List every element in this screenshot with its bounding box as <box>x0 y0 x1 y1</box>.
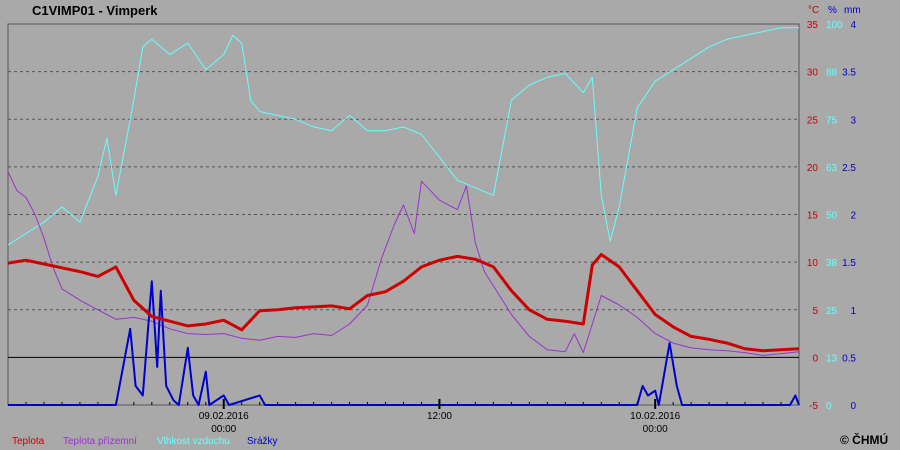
legend-item-humidity: Vlhkost vzduchu <box>157 436 230 447</box>
humidity-tick-label: 25 <box>826 306 838 317</box>
temp-tick-label: 5 <box>812 306 818 317</box>
humidity-tick-label: 38 <box>826 258 838 269</box>
series-line-humidity <box>7 27 799 246</box>
temp-tick-label: 0 <box>812 353 818 364</box>
legend-item-ground-temp: Teplota přízemní <box>63 436 137 447</box>
x-tick-label-time: 00:00 <box>643 424 668 435</box>
series-line-ground-temp <box>7 171 800 356</box>
chart-title: C1VIMP01 - Vimperk <box>32 3 158 18</box>
humidity-tick-label: 75 <box>826 115 838 126</box>
humidity-tick-label: 50 <box>826 211 838 222</box>
x-tick-label: 12:00 <box>427 411 452 422</box>
humidity-tick-label: 88 <box>826 68 838 79</box>
precip-unit-label: mm <box>844 5 861 16</box>
precip-tick-label: 2.5 <box>842 163 856 174</box>
series-line-temp <box>7 253 800 353</box>
precip-tick-label: 3 <box>850 115 856 126</box>
precip-tick-label: 4 <box>850 20 856 31</box>
x-tick-label: 10.02.2016 <box>630 411 680 422</box>
temp-axis: -5 0 5 10 15 20 25 30 35 <box>807 20 819 412</box>
humidity-axis: 0 13 25 38 50 63 75 88 100 <box>826 20 843 412</box>
series-group <box>7 27 800 406</box>
precip-tick-label: 0.5 <box>842 353 856 364</box>
temp-tick-label: 35 <box>807 20 819 31</box>
copyright-label: © ČHMÚ <box>840 432 888 447</box>
precip-tick-label: 1 <box>850 306 856 317</box>
precip-tick-label: 0 <box>850 401 856 412</box>
legend-item-temp: Teplota <box>12 436 45 447</box>
x-tick-label-time: 00:00 <box>211 424 236 435</box>
humidity-tick-label: 13 <box>826 353 838 364</box>
x-axis: 09.02.2016 00:00 12:00 10.02.2016 00:00 <box>25 399 782 435</box>
temp-tick-label: 20 <box>807 163 819 174</box>
temp-tick-label: -5 <box>809 401 818 412</box>
temp-unit-label: °C <box>808 5 819 16</box>
humidity-tick-label: 100 <box>826 20 843 31</box>
humidity-tick-label: 63 <box>826 163 838 174</box>
temp-tick-label: 25 <box>807 115 819 126</box>
temp-tick-label: 10 <box>807 258 819 269</box>
temp-tick-label: 15 <box>807 211 819 222</box>
series-line-precip <box>8 280 800 406</box>
temp-tick-label: 30 <box>807 68 819 79</box>
precip-axis: 0 0.5 1 1.5 2 2.5 3 3.5 4 <box>842 20 856 412</box>
precip-tick-label: 2 <box>850 211 856 222</box>
legend-item-precip: Srážky <box>247 436 278 447</box>
precip-tick-label: 3.5 <box>842 68 856 79</box>
humidity-unit-label: % <box>828 5 837 16</box>
humidity-tick-label: 0 <box>826 401 832 412</box>
legend: Teplota Teplota přízemní Vlhkost vzduchu… <box>12 436 278 447</box>
precip-tick-label: 1.5 <box>842 258 856 269</box>
x-tick-label: 09.02.2016 <box>199 411 249 422</box>
